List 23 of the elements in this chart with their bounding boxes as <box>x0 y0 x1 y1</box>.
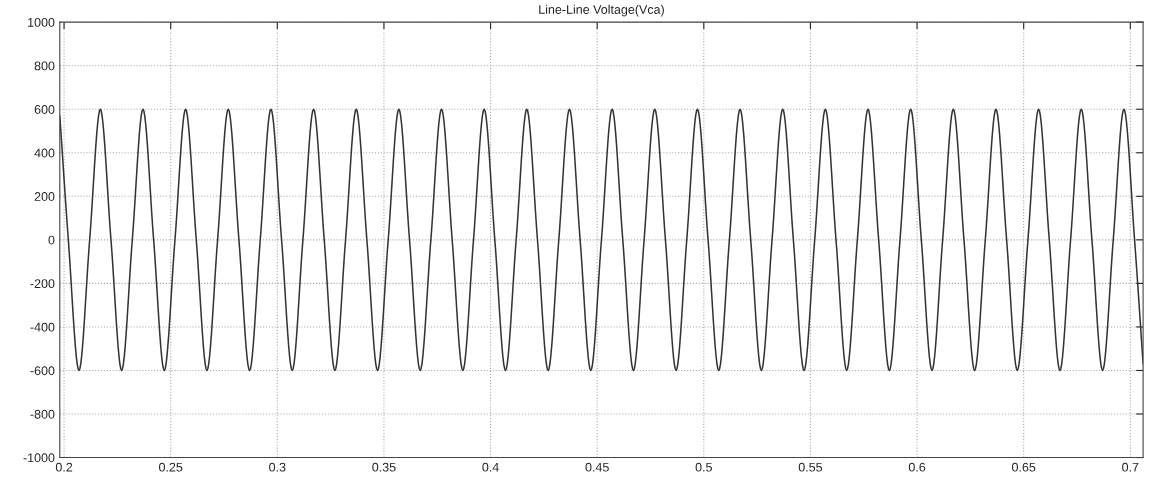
x-tick-label: 0.65 <box>1012 462 1036 472</box>
x-tick-label: 0.5 <box>695 462 712 472</box>
x-tick-label: 0.45 <box>585 462 609 472</box>
y-tick-label: 200 <box>34 192 55 201</box>
y-tick-label: -400 <box>30 322 55 332</box>
y-tick-label: 400 <box>34 148 55 158</box>
x-tick-label: 0.4 <box>482 462 499 472</box>
x-tick-label: 0.3 <box>269 462 286 472</box>
x-tick-label: 0.35 <box>372 462 396 472</box>
chart-title: Line-Line Voltage(Vca) <box>539 4 664 17</box>
y-tick-label: 600 <box>34 105 55 114</box>
y-tick-label: 0 <box>48 235 55 245</box>
y-tick-label: -600 <box>30 366 55 376</box>
y-tick-label: -200 <box>30 279 55 289</box>
y-tick-label: 1000 <box>28 17 55 27</box>
x-tick-label: 0.25 <box>159 462 183 472</box>
x-tick-label: 0.2 <box>55 462 73 472</box>
x-tick-label: 0.55 <box>798 462 823 472</box>
y-tick-label: -800 <box>30 409 55 419</box>
y-tick-label: 800 <box>34 61 55 71</box>
x-tick-label: 0.7 <box>1122 462 1139 472</box>
x-tick-label: 0.6 <box>908 462 926 472</box>
y-tick-label: -1000 <box>23 453 55 463</box>
